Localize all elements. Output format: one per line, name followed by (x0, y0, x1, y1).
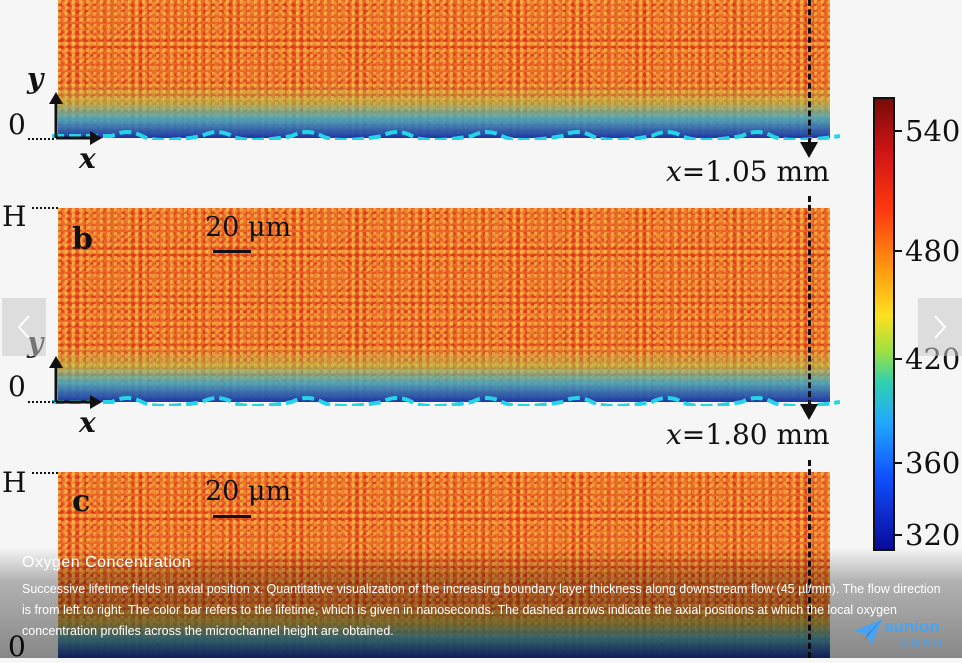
H-marker-c (32, 472, 58, 474)
zero-marker-b (28, 401, 54, 403)
caption-title: Oxygen Concentration (22, 554, 192, 571)
H-label-b: H (2, 200, 27, 233)
axial-position-label-1: x=1.05 mm (666, 155, 830, 188)
y-axis-label-a: y (27, 62, 44, 95)
brand-logo: aunion 艾瑞光电 (854, 617, 954, 649)
axes-arrows-a (49, 92, 102, 145)
position-marker-line-2 (808, 196, 811, 406)
position-arrow-2 (800, 404, 818, 420)
channel-wall-boundary-b (52, 396, 840, 406)
H-label-c: H (2, 466, 27, 499)
zero-label-c: 0 (8, 630, 26, 663)
caption-text: Successive lifetime fields in axial posi… (22, 582, 941, 638)
lifetime-field-panel-b (58, 208, 830, 402)
colorbar-tick (895, 250, 902, 252)
lifetime-colorbar (873, 97, 895, 551)
x-axis-label-b: x (79, 406, 96, 439)
colorbar-tick (895, 462, 902, 464)
colorbar-label-320: 320 (905, 518, 961, 552)
paper-plane-icon (854, 619, 882, 645)
colorbar-label-480: 480 (905, 234, 961, 268)
panel-letter-b: b (72, 222, 93, 257)
brand-logo-subtext: 艾瑞光电 (900, 638, 945, 648)
previous-slide-button[interactable] (2, 298, 46, 356)
lifetime-field-panel-a (58, 0, 830, 138)
slide-caption: Oxygen Concentration Successive lifetime… (0, 548, 962, 658)
axial-position-label-2: x=1.80 mm (666, 418, 830, 451)
colorbar-tick (895, 130, 902, 132)
position-arrow-1 (800, 142, 818, 158)
brand-logo-text: aunion (884, 617, 940, 636)
chevron-left-icon (17, 315, 30, 339)
position-marker-line-3 (808, 460, 811, 658)
lifetime-field-panel-c (58, 472, 830, 658)
panel-letter-c: c (72, 484, 91, 519)
zero-label-a: 0 (8, 108, 26, 141)
next-slide-button[interactable] (918, 298, 962, 356)
zero-marker-a (28, 138, 54, 140)
x-axis-label-a: x (79, 142, 96, 175)
H-marker-b (32, 207, 58, 209)
chevron-right-icon (934, 315, 947, 339)
channel-wall-boundary-a (52, 130, 840, 140)
scale-bar-c (213, 515, 251, 518)
colorbar-label-360: 360 (905, 446, 961, 480)
scale-bar-label-b: 20 μm (205, 212, 292, 243)
colorbar-tick (895, 534, 902, 536)
axes-arrows-b (49, 356, 102, 409)
position-marker-line-1 (808, 0, 811, 144)
scale-bar-b (213, 250, 251, 253)
colorbar-label-540: 540 (905, 114, 961, 148)
scale-bar-label-c: 20 μm (205, 476, 292, 507)
zero-label-b: 0 (8, 370, 26, 403)
colorbar-tick (895, 358, 902, 360)
